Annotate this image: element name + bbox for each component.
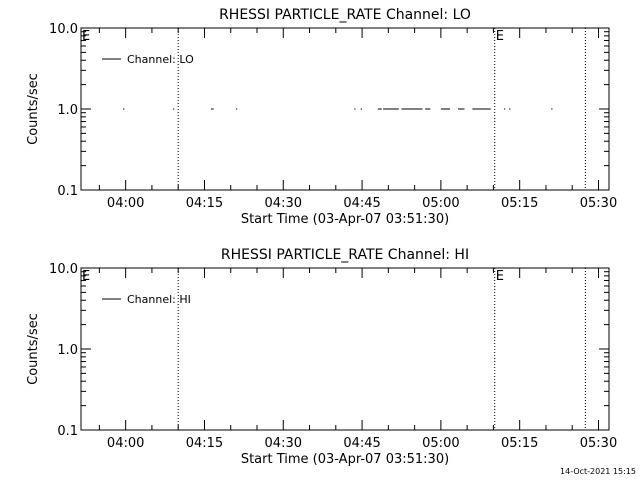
y-tick-label: 1.0 [57, 343, 78, 358]
x-tick-label: 05:15 [501, 196, 538, 211]
x-axis-label: Start Time (03-Apr-07 03:51:30) [241, 452, 449, 467]
y-tick-label: 10.0 [49, 22, 78, 37]
legend-entry: Channel: LO [127, 53, 194, 66]
x-tick-label: 05:15 [501, 436, 538, 451]
y-tick-label: 0.1 [57, 424, 78, 439]
chart-title: RHESSI PARTICLE_RATE Channel: HI [221, 247, 469, 263]
x-tick-label: 04:00 [107, 196, 144, 211]
x-tick-label: 05:30 [580, 196, 617, 211]
x-tick-label: 04:15 [186, 196, 223, 211]
edge-marker-label: E [82, 29, 90, 44]
x-tick-label: 04:30 [265, 196, 302, 211]
y-tick-label: 1.0 [57, 103, 78, 118]
x-tick-label: 04:00 [107, 436, 144, 451]
chart-panel-2: RHESSI PARTICLE_RATE Channel: HI 0.1 1.0 10… [26, 247, 617, 467]
x-tick-label: 04:45 [343, 436, 380, 451]
time-marker-label: E [496, 269, 504, 284]
x-tick-label: 05:00 [422, 436, 459, 451]
chart-panel-1: RHESSI PARTICLE_RATE Channel: LO 0.1 1.0 10… [26, 7, 617, 227]
y-tick-label: 10.0 [49, 262, 78, 277]
x-tick-label: 04:30 [265, 436, 302, 451]
x-tick-label: 05:00 [422, 196, 459, 211]
x-tick-label: 04:45 [343, 196, 380, 211]
edge-marker-label: E [82, 269, 90, 284]
legend-entry: Channel: HI [127, 293, 191, 306]
footer-timestamp: 14-Oct-2021 15:15 [560, 467, 636, 476]
y-axis-label: Counts/sec [26, 73, 41, 145]
chart-title: RHESSI PARTICLE_RATE Channel: LO [219, 7, 471, 23]
x-axis-label: Start Time (03-Apr-07 03:51:30) [241, 212, 449, 227]
x-tick-label: 05:30 [580, 436, 617, 451]
y-axis-label: Counts/sec [26, 313, 41, 385]
time-marker-label: E [496, 29, 504, 44]
y-tick-label: 0.1 [57, 184, 78, 199]
x-tick-label: 04:15 [186, 436, 223, 451]
